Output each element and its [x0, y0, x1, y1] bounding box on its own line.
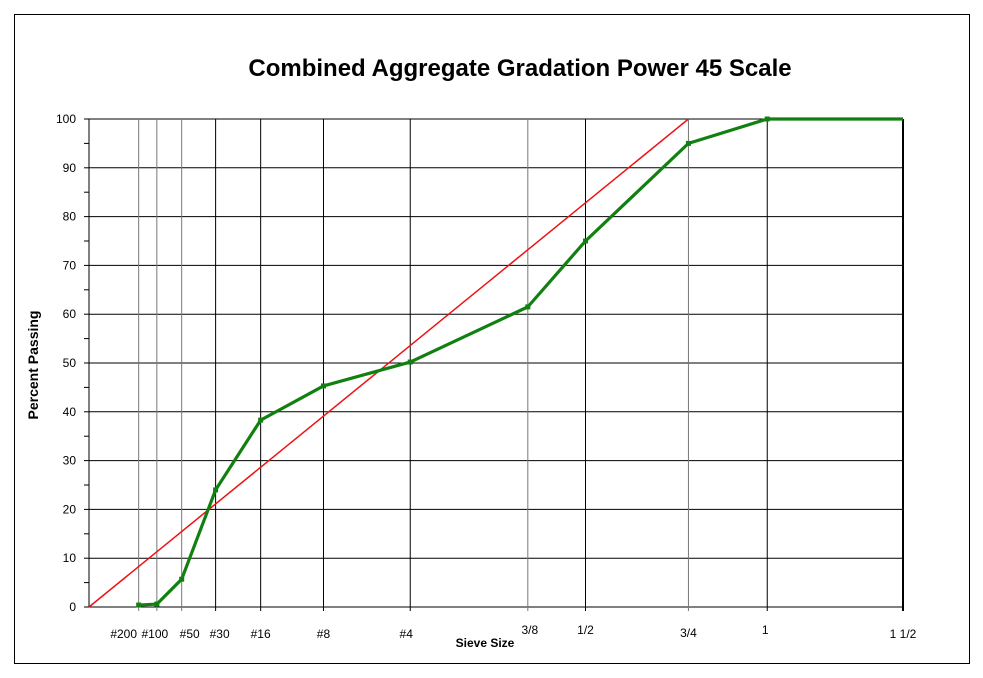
- y-axis-label: Percent Passing: [25, 311, 41, 420]
- y-tick-label: 10: [63, 551, 77, 565]
- gradation-point: [764, 116, 770, 122]
- gradation-line: [138, 117, 903, 607]
- gradation-point: [407, 359, 413, 365]
- y-tick-label: 40: [63, 405, 77, 419]
- gradation-point: [213, 487, 219, 493]
- y-tick-label: 0: [69, 600, 76, 614]
- x-tick-label: 3/4: [680, 626, 697, 640]
- chart-frame: [14, 14, 970, 664]
- y-tick-label: 70: [63, 258, 77, 272]
- gradation-point: [525, 304, 531, 310]
- gradation-point: [685, 140, 691, 146]
- x-tick-label: 1/2: [577, 623, 594, 637]
- y-tick-label: 80: [63, 210, 77, 224]
- y-tick-label: 60: [63, 307, 77, 321]
- gradation-point: [320, 383, 326, 389]
- x-tick-label: #4: [400, 627, 414, 641]
- x-axis-label: Sieve Size: [456, 636, 515, 650]
- gradation-point: [179, 576, 185, 582]
- x-tick-label: #16: [251, 627, 271, 641]
- x-tick-label: 1: [762, 623, 769, 637]
- gradation-point: [258, 417, 264, 423]
- chart-title: Combined Aggregate Gradation Power 45 Sc…: [248, 55, 791, 82]
- gradation-point: [583, 238, 589, 244]
- y-tick-label: 30: [63, 454, 77, 468]
- x-tick-label: #50: [180, 627, 200, 641]
- x-tick-label: #200: [110, 627, 137, 641]
- y-tick-label: 20: [63, 502, 77, 516]
- y-tick-label: 50: [63, 356, 77, 370]
- y-tick-label: 90: [63, 161, 77, 175]
- y-tick-label: 100: [56, 112, 76, 126]
- x-tick-label: #100: [141, 627, 168, 641]
- maximum-density-line: [88, 118, 689, 608]
- x-tick-label: 3/8: [521, 623, 538, 637]
- gradation-point: [154, 601, 160, 607]
- x-tick-label: 1 1/2: [890, 627, 917, 641]
- x-tick-label: #8: [317, 627, 331, 641]
- gradation-point: [136, 602, 142, 608]
- x-tick-label: #30: [210, 627, 230, 641]
